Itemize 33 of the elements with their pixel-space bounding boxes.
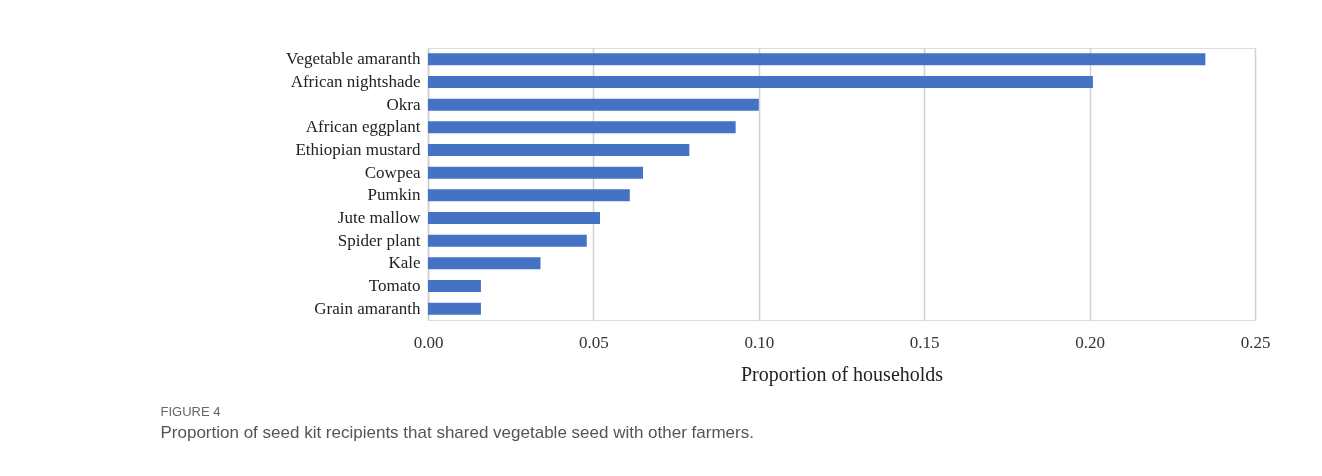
y-tick-label: Tomato — [368, 276, 421, 295]
bar — [428, 280, 481, 292]
text: Proportion of seed kit recipients that shared vegetable seed with other farmers. — [160, 423, 754, 442]
y-tick-label: Vegetable amaranth — [285, 49, 421, 69]
x-tick-label: 0.05 — [579, 332, 609, 352]
x-tick-label: 0.10 — [744, 332, 775, 352]
x-tick-label: 0.20 — [1075, 332, 1105, 352]
y-tick-label: Kale — [388, 253, 421, 273]
bar — [428, 189, 630, 202]
y-tick-label: Spider plant — [337, 230, 421, 250]
bar — [428, 257, 541, 270]
caption: FIGURE 4 — [160, 404, 221, 419]
y-tick-label: Ethiopian mustard — [295, 140, 421, 159]
bar — [428, 302, 481, 315]
x-axis-title: Proportion of households — [740, 362, 944, 386]
y-tick-label: Cowpea — [364, 162, 421, 182]
y-tick-label: Pumkin — [367, 185, 421, 205]
bar — [428, 53, 1206, 66]
bar — [428, 212, 601, 224]
y-tick-label: African eggplant — [305, 117, 421, 137]
y-tick-label: African nightshade — [290, 72, 421, 91]
x-tick-label: 0.00 — [413, 332, 444, 352]
bar — [428, 144, 690, 156]
bar — [428, 121, 736, 134]
bar — [428, 234, 587, 247]
y-tick-label: Jute mallow — [337, 208, 422, 227]
y-tick-label: Grain amaranth — [314, 298, 421, 318]
bar — [428, 98, 759, 111]
x-tick-label: 0.25 — [1240, 332, 1271, 352]
bar — [428, 166, 644, 179]
y-tick-label: Okra — [386, 94, 421, 114]
bar — [428, 76, 1093, 88]
x-tick-label: 0.15 — [909, 332, 940, 352]
